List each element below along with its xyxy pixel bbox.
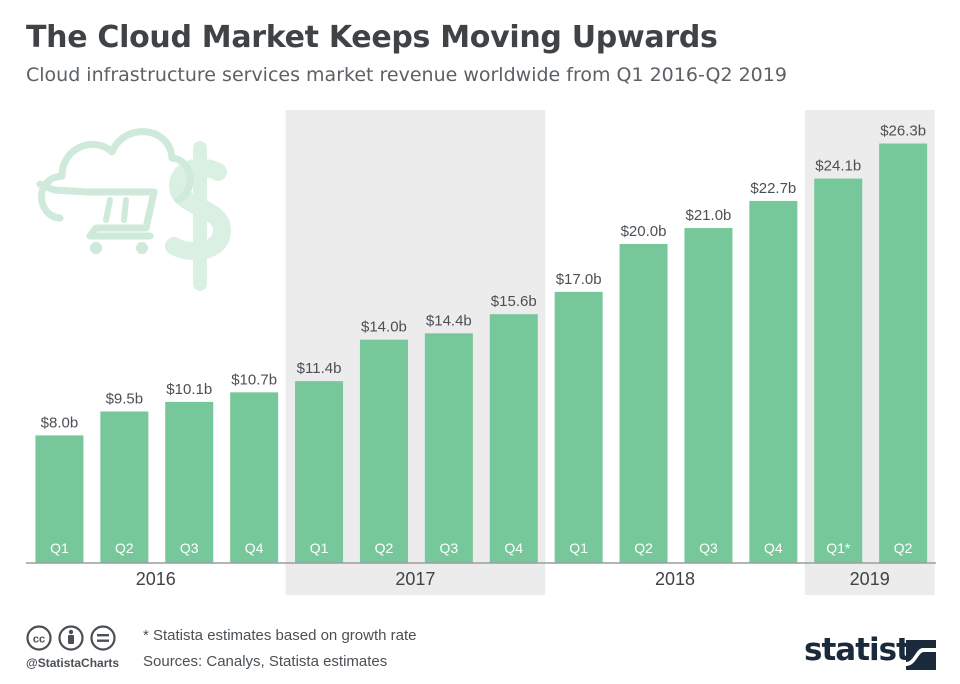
quarter-label: Q2	[634, 540, 653, 556]
bar	[749, 200, 798, 563]
bar	[814, 178, 863, 563]
bar-value-label: $10.1b	[166, 381, 212, 398]
chart-subtitle: Cloud infrastructure services market rev…	[26, 64, 787, 86]
bar	[165, 401, 214, 563]
bar	[424, 333, 473, 563]
sources-note: Sources: Canalys, Statista estimates	[143, 653, 388, 670]
quarter-label: Q2	[894, 540, 913, 556]
bar-chart: $8.0b Q1 $9.5b Q2 $10.1b Q3 $10.7b Q4 $11.4b Q1 $1…	[26, 110, 936, 595]
bar-value-label: $9.5b	[106, 390, 144, 407]
quarter-label: Q4	[764, 540, 783, 556]
bar-value-label: $17.0b	[556, 271, 602, 288]
bar	[100, 411, 149, 563]
attribution-icon	[58, 625, 84, 651]
bar	[554, 291, 603, 563]
quarter-label: Q1	[50, 540, 69, 556]
bar-value-label: $8.0b	[41, 414, 79, 431]
quarter-label: Q3	[180, 540, 199, 556]
quarter-label: Q3	[440, 540, 459, 556]
bar	[230, 392, 279, 563]
bar-value-label: $14.4b	[426, 312, 472, 329]
bar-value-label: $22.7b	[750, 180, 796, 197]
year-labels: 2016 2017 2018 2019	[26, 562, 936, 589]
bar-value-label: $24.1b	[815, 158, 861, 175]
license-icons: cc	[26, 625, 116, 651]
bars: $8.0b Q1 $9.5b Q2 $10.1b Q3 $10.7b Q4 $11.4b Q1 $1…	[35, 123, 928, 564]
bar	[295, 381, 344, 563]
bar-value-label: $14.0b	[361, 319, 407, 336]
bar	[879, 143, 928, 563]
chart-title: The Cloud Market Keeps Moving Upwards	[26, 20, 718, 55]
quarter-label: Q4	[504, 540, 523, 556]
no-derivatives-icon	[90, 625, 116, 651]
quarter-label: Q2	[115, 540, 134, 556]
quarter-label: Q4	[245, 540, 264, 556]
year-label: 2017	[395, 569, 435, 589]
bar-value-label: $10.7b	[231, 371, 277, 388]
creative-commons-icon: cc	[26, 625, 52, 651]
bar-value-label: $11.4b	[297, 360, 342, 377]
svg-text:cc: cc	[33, 634, 45, 646]
dollar-icon	[165, 141, 231, 291]
statista-logo-icon	[906, 640, 936, 670]
bar	[684, 228, 733, 564]
bar	[489, 314, 538, 563]
bar-value-label: $15.6b	[491, 293, 537, 310]
bar-value-label: $21.0b	[686, 207, 732, 224]
bar	[359, 339, 408, 563]
bar-value-label: $26.3b	[880, 123, 926, 140]
bar	[619, 244, 668, 563]
statista-handle: @StatistaCharts	[26, 656, 120, 670]
quarter-label: Q1	[569, 540, 588, 556]
quarter-label: Q1*	[826, 540, 851, 556]
year-label: 2016	[136, 569, 176, 589]
cloud-cart-icon	[36, 128, 231, 291]
year-label: 2019	[850, 569, 890, 589]
year-label: 2018	[655, 569, 695, 589]
bar	[35, 435, 84, 563]
footnote: * Statista estimates based on growth rat…	[143, 627, 417, 644]
bar-value-label: $20.0b	[621, 223, 667, 240]
quarter-label: Q3	[699, 540, 718, 556]
quarter-label: Q1	[310, 540, 329, 556]
quarter-label: Q2	[375, 540, 394, 556]
